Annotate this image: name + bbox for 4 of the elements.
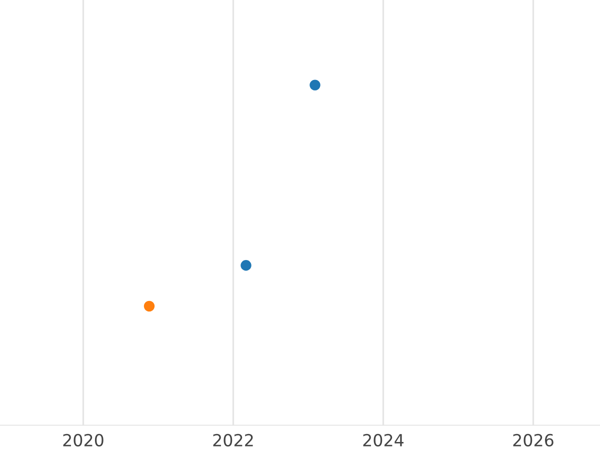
x-tick-label: 2020 [63, 434, 104, 446]
x-tick-label: 2026 [513, 434, 554, 446]
x-tick-label: 2022 [213, 434, 253, 446]
x-tick-label: 2024 [363, 434, 404, 446]
